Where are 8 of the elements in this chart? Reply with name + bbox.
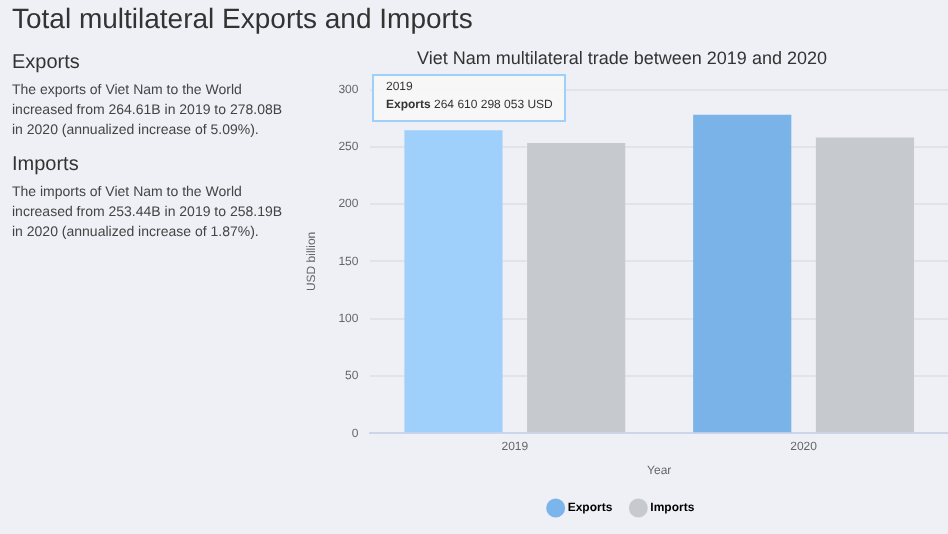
text: Imports	[12, 154, 81, 176]
bar	[693, 114, 792, 433]
bar	[815, 137, 915, 433]
bar	[527, 142, 626, 433]
text: Total multilateral Exports and Imports	[12, 2, 473, 34]
bar	[404, 130, 503, 433]
text: Exports	[12, 52, 82, 74]
chart-title: Viet Nam multilateral trade between 2019 and 2020	[417, 47, 827, 68]
